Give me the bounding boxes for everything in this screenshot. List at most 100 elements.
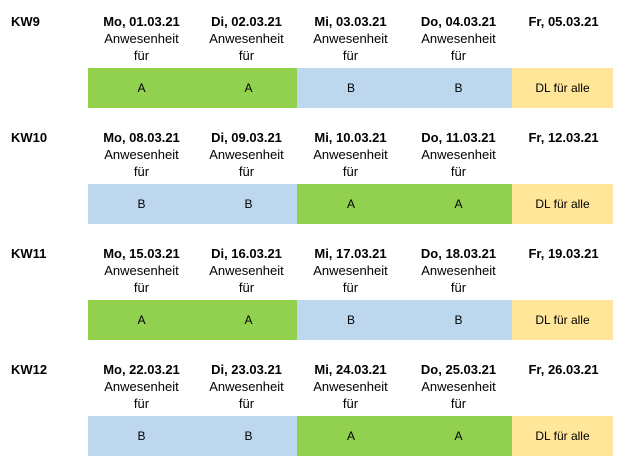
day-presence-label: Anwesenheit <box>421 379 496 394</box>
day-for-label: für <box>133 396 150 411</box>
day-for-label: für <box>450 396 467 411</box>
day-presence-label: Anwesenheit <box>209 263 284 278</box>
day-date: Mo, 01.03.21 <box>103 14 180 29</box>
day-presence-label: Anwesenheit <box>104 263 179 278</box>
day-header: Mi, 17.03.21 Anwesenheit für <box>297 246 404 296</box>
day-date: Do, 11.03.21 <box>421 130 496 145</box>
day-date: Di, 09.03.21 <box>211 130 282 145</box>
day-date: Di, 23.03.21 <box>211 362 282 377</box>
day-header: Mi, 10.03.21 Anwesenheit für <box>297 130 404 180</box>
group-cell: DL für alle <box>512 184 613 224</box>
group-cell: B <box>195 416 302 456</box>
day-presence-label: Anwesenheit <box>421 31 496 46</box>
week-label: KW12 <box>11 362 48 377</box>
day-header: Mo, 01.03.21 Anwesenheit für <box>88 14 195 64</box>
group-cell: B <box>297 68 405 108</box>
day-presence-label: Anwesenheit <box>313 263 388 278</box>
day-for-label: für <box>342 280 359 295</box>
day-date: Mo, 08.03.21 <box>103 130 180 145</box>
group-cell: A <box>297 184 405 224</box>
day-header: Fr, 12.03.21 <box>510 130 617 146</box>
week-block: KW11 Mo, 15.03.21 Anwesenheit für Di, 16.0… <box>0 232 625 348</box>
day-date: Mo, 15.03.21 <box>103 246 180 261</box>
group-cell: B <box>405 300 512 340</box>
day-header: Mo, 15.03.21 Anwesenheit für <box>88 246 195 296</box>
day-date: Fr, 26.03.21 <box>528 362 599 377</box>
day-date: Mi, 03.03.21 <box>314 14 387 29</box>
week-label: KW11 <box>11 246 47 261</box>
day-presence-label: Anwesenheit <box>313 379 388 394</box>
group-cell: B <box>405 68 512 108</box>
day-header: Mo, 22.03.21 Anwesenheit für <box>88 362 195 412</box>
group-cell: DL für alle <box>512 68 613 108</box>
day-date: Mi, 10.03.21 <box>314 130 387 145</box>
group-cell: B <box>88 416 195 456</box>
group-cell: B <box>195 184 302 224</box>
day-header: Do, 18.03.21 Anwesenheit für <box>405 246 512 296</box>
group-cell: A <box>88 300 195 340</box>
day-date: Di, 16.03.21 <box>211 246 282 261</box>
day-presence-label: Anwesenheit <box>104 147 179 162</box>
group-cell: DL für alle <box>512 416 613 456</box>
week-label: KW10 <box>11 130 48 145</box>
day-date: Mi, 24.03.21 <box>314 362 387 377</box>
day-for-label: für <box>238 396 255 411</box>
day-date: Fr, 19.03.21 <box>528 246 599 261</box>
day-presence-label: Anwesenheit <box>209 147 284 162</box>
day-date: Mi, 17.03.21 <box>314 246 387 261</box>
day-header: Di, 09.03.21 Anwesenheit für <box>193 130 300 180</box>
day-for-label: für <box>133 280 150 295</box>
group-cell: B <box>297 300 405 340</box>
group-cell: DL für alle <box>512 300 613 340</box>
week-block: KW12 Mo, 22.03.21 Anwesenheit für Di, 23.0… <box>0 348 625 464</box>
day-presence-label: Anwesenheit <box>421 263 496 278</box>
day-date: Di, 02.03.21 <box>211 14 282 29</box>
week-block: KW9 Mo, 01.03.21 Anwesenheit für Di, 02.03… <box>0 0 625 116</box>
day-header: Fr, 26.03.21 <box>510 362 617 378</box>
day-presence-label: Anwesenheit <box>209 379 284 394</box>
day-header: Di, 16.03.21 Anwesenheit für <box>193 246 300 296</box>
day-presence-label: Anwesenheit <box>209 31 284 46</box>
group-cell: A <box>195 68 302 108</box>
day-header: Fr, 05.03.21 <box>510 14 617 30</box>
group-cell: A <box>405 416 512 456</box>
day-header: Di, 23.03.21 Anwesenheit für <box>193 362 300 412</box>
day-for-label: für <box>342 48 359 63</box>
week-block: KW10 Mo, 08.03.21 Anwesenheit für Di, 09.0… <box>0 116 625 232</box>
day-presence-label: Anwesenheit <box>104 31 179 46</box>
group-cell: A <box>195 300 302 340</box>
day-header: Do, 11.03.21 Anwesenheit für <box>405 130 512 180</box>
day-for-label: für <box>450 280 467 295</box>
week-label: KW9 <box>11 14 40 29</box>
day-for-label: für <box>450 164 467 179</box>
day-header: Mi, 03.03.21 Anwesenheit für <box>297 14 404 64</box>
day-header: Fr, 19.03.21 <box>510 246 617 262</box>
day-for-label: für <box>133 48 150 63</box>
day-date: Fr, 12.03.21 <box>528 130 599 145</box>
day-for-label: für <box>342 164 359 179</box>
day-for-label: für <box>342 396 359 411</box>
day-for-label: für <box>450 48 467 63</box>
day-presence-label: Anwesenheit <box>421 147 496 162</box>
day-header: Do, 25.03.21 Anwesenheit für <box>405 362 512 412</box>
day-for-label: für <box>238 164 255 179</box>
day-for-label: für <box>238 280 255 295</box>
day-presence-label: Anwesenheit <box>104 379 179 394</box>
group-cell: A <box>88 68 195 108</box>
day-for-label: für <box>133 164 150 179</box>
group-cell: A <box>297 416 405 456</box>
group-cell: A <box>405 184 512 224</box>
day-date: Do, 04.03.21 <box>420 14 497 29</box>
day-date: Do, 25.03.21 <box>420 362 497 377</box>
day-header: Mi, 24.03.21 Anwesenheit für <box>297 362 404 412</box>
day-header: Mo, 08.03.21 Anwesenheit für <box>88 130 195 180</box>
day-date: Do, 18.03.21 <box>420 246 497 261</box>
day-presence-label: Anwesenheit <box>313 31 388 46</box>
group-cell: B <box>88 184 195 224</box>
day-presence-label: Anwesenheit <box>313 147 388 162</box>
day-header: Do, 04.03.21 Anwesenheit für <box>405 14 512 64</box>
day-header: Di, 02.03.21 Anwesenheit für <box>193 14 300 64</box>
day-for-label: für <box>238 48 255 63</box>
day-date: Mo, 22.03.21 <box>103 362 180 377</box>
day-date: Fr, 05.03.21 <box>528 14 599 29</box>
